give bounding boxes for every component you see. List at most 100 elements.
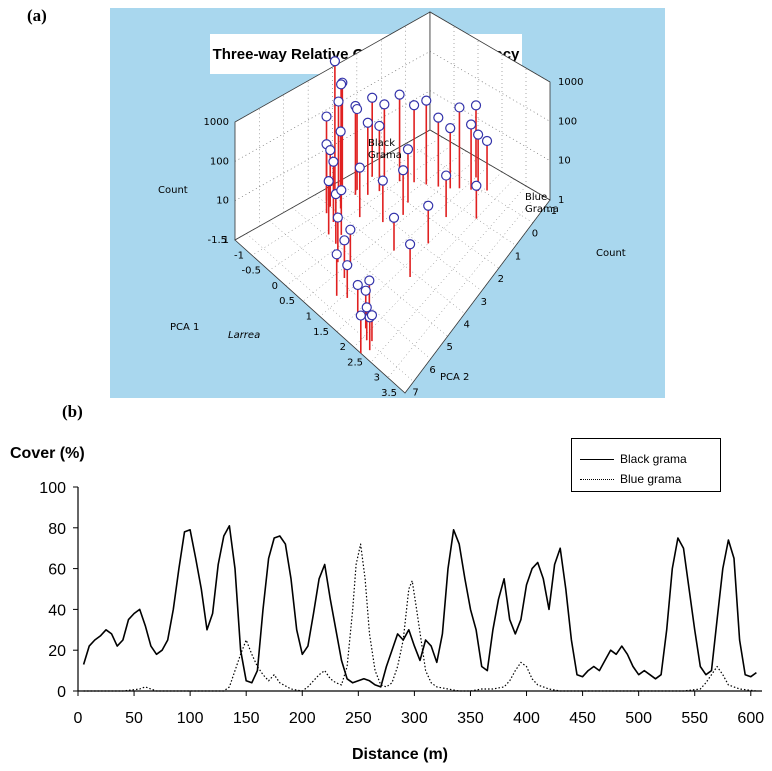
pca1-tick-label: 3.5 (381, 388, 397, 399)
floor-gridline (302, 157, 479, 302)
count-right-tick-label: 1 (558, 195, 564, 206)
pca1-tick-label: 0 (272, 281, 278, 292)
data-point (361, 302, 372, 313)
data-point (339, 235, 350, 246)
series-line-black-grama (82, 525, 757, 688)
chart-b-plot: 0 20 40 60 80 100 0 50 100 150 200 250 300 350 400 450 5… (10, 445, 764, 763)
pca1-tick-label: -0.5 (241, 266, 261, 277)
x-tick-label: 100 (177, 710, 204, 727)
pca2-tick-label: 5 (446, 342, 452, 353)
x-tick-label: 300 (401, 710, 428, 727)
legend-item-blue-grama: Blue grama (580, 472, 681, 486)
panel-a-3d-chart: Three-way Relative Cover Class Frequency… (110, 8, 665, 399)
panel-a-label: (a) (27, 6, 47, 25)
panel-b-label: (b) (62, 402, 83, 421)
data-point (394, 89, 405, 100)
y-tick-label: 100 (39, 480, 66, 497)
floor-gridline (292, 207, 448, 337)
pca1-tick-label: 2 (340, 342, 346, 353)
chart-a-annotation: Grama (368, 150, 402, 161)
data-point (331, 249, 342, 260)
count-right-tick-label: 1000 (558, 77, 583, 88)
count-right-axis-title: Count (596, 248, 626, 259)
floor-gridline (268, 143, 455, 271)
data-point (342, 260, 353, 271)
count-left-tick-label: 100 (210, 156, 229, 167)
pca1-tick-label: 2.5 (347, 357, 363, 368)
chart-b-legend: Black grama Blue grama (571, 438, 721, 492)
data-point (465, 119, 477, 130)
chart-a-annotation: Black (368, 138, 395, 149)
x-tick-label: 400 (513, 710, 540, 727)
floor-gridline (383, 155, 517, 246)
x-tick-label: 150 (233, 710, 260, 727)
chart-b-lines (82, 525, 757, 692)
data-point (423, 200, 434, 211)
pca1-tick-label: -1 (234, 250, 244, 261)
x-tick-label: 500 (625, 710, 652, 727)
data-point (335, 126, 346, 137)
x-tick-label: 0 (74, 710, 83, 727)
data-point (321, 111, 332, 122)
data-point (367, 92, 378, 103)
data-point (328, 156, 339, 167)
data-point (441, 170, 452, 181)
y-tick-label: 60 (48, 562, 66, 579)
data-point (408, 100, 420, 111)
data-point (345, 224, 356, 235)
data-point (471, 180, 482, 191)
data-point (421, 95, 432, 106)
legend-item-black-grama: Black grama (580, 452, 687, 466)
x-tick-label: 200 (289, 710, 316, 727)
data-point (374, 120, 385, 132)
floor-gridline (404, 199, 551, 394)
data-point (323, 175, 334, 187)
data-point (355, 310, 366, 321)
data-point (445, 123, 456, 134)
pca2-tick-label: 7 (412, 388, 418, 399)
floor-gridline (285, 150, 467, 287)
y-axis-title: Cover (%) (10, 445, 85, 462)
x-tick-label: 250 (345, 710, 372, 727)
x-tick-label: 50 (125, 710, 143, 727)
pca2-tick-label: 6 (429, 365, 435, 376)
x-tick-label: 600 (737, 710, 764, 727)
chart-a-plot: -1.5-1-0.500.511.522.533.5 76543210-11101… (158, 11, 626, 399)
series-line-blue-grama (83, 543, 757, 692)
data-point (379, 99, 390, 110)
pca2-tick-label: 0 (532, 229, 538, 240)
data-point (362, 117, 373, 128)
data-point (398, 165, 409, 176)
pca1-tick-label: 1.5 (313, 327, 329, 338)
pca2-tick-label: -1 (547, 206, 557, 217)
pca2-tick-label: 3 (481, 297, 487, 308)
legend-swatch-solid (580, 458, 614, 460)
y-tick-label: 20 (48, 643, 66, 660)
x-tick-label: 350 (457, 710, 484, 727)
legend-swatch-dotted (580, 478, 614, 480)
y-tick-label: 80 (48, 521, 66, 538)
count-right-tick-label: 10 (558, 156, 571, 167)
pca2-tick-label: 2 (498, 274, 504, 285)
pca1-tick-label: 3 (374, 373, 380, 384)
legend-label-black-grama: Black grama (620, 452, 687, 466)
data-point (333, 96, 344, 107)
chart-a-annotation: Blue (525, 192, 547, 203)
data-point (404, 239, 416, 250)
data-point (364, 275, 375, 286)
chart-a-points (321, 56, 493, 323)
pca1-tick-label: 0.5 (279, 296, 295, 307)
count-left-axis-title: Count (158, 185, 188, 196)
pca1-tick-label: 1 (306, 312, 312, 323)
data-point (354, 162, 365, 173)
floor-gridline (353, 178, 515, 348)
count-left-tick-label: 1000 (204, 117, 229, 128)
legend-label-blue-grama: Blue grama (620, 472, 682, 486)
count-left-tick-label: 10 (216, 196, 229, 207)
data-point (351, 103, 363, 115)
chart-a-grid (234, 11, 551, 394)
chart-a-labels: -1.5-1-0.500.511.522.533.5 76543210-11101… (158, 77, 626, 399)
data-point (329, 56, 340, 67)
pca2-tick-label: 4 (464, 320, 470, 331)
data-point (402, 144, 414, 155)
